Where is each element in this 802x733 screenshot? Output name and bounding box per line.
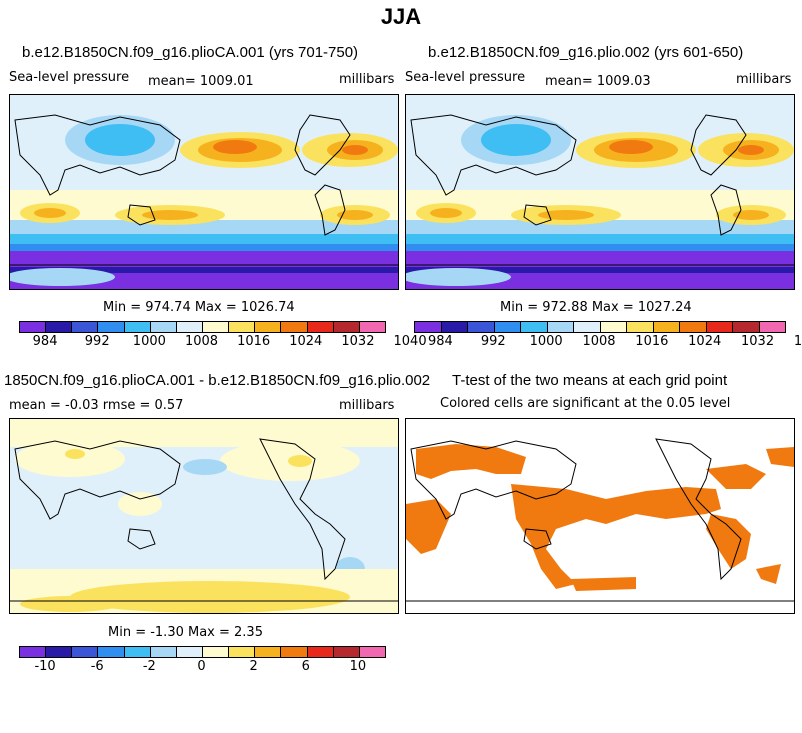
panel3-map (9, 418, 399, 614)
colorbar-swatch (653, 322, 680, 332)
colorbar-swatch (176, 647, 203, 657)
colorbar-swatch (359, 322, 385, 332)
colorbar-swatch (202, 322, 230, 332)
colorbar-swatch (124, 647, 151, 657)
panel3-units: millibars (339, 398, 395, 413)
colorbar-swatch (627, 322, 654, 332)
panel2-title: b.e12.B1850CN.f09_g16.plio.002 (yrs 601-… (428, 44, 744, 61)
colorbar-tick-label: -6 (90, 659, 104, 674)
panel4-map-svg (406, 419, 794, 613)
colorbar-swatch (255, 647, 282, 657)
colorbar-swatch (281, 322, 308, 332)
panel2-minmax: Min = 972.88 Max = 1027.24 (500, 300, 692, 315)
colorbar-swatch (72, 647, 99, 657)
figure-title: JJA (380, 4, 422, 29)
panel3-minmax: Min = -1.30 Max = 2.35 (108, 625, 263, 640)
colorbar-swatch (255, 322, 282, 332)
colorbar-swatch (20, 322, 47, 332)
panel2-mean: mean= 1009.03 (545, 74, 651, 89)
colorbar-swatch (415, 322, 442, 332)
colorbar-swatch (202, 647, 230, 657)
colorbar-swatch (20, 647, 47, 657)
colorbar-tick-label: 1008 (582, 334, 616, 349)
colorbar-tick-label: 6 (301, 659, 310, 674)
colorbar-swatch (150, 322, 177, 332)
colorbar-tick-label: 1000 (132, 334, 166, 349)
colorbar-swatch (733, 322, 760, 332)
panel2-map (405, 94, 795, 290)
panel3-colorbar (19, 646, 386, 658)
colorbar-swatch (706, 322, 733, 332)
panel2-map-svg (406, 95, 794, 289)
colorbar-tick-label: 1016 (635, 334, 669, 349)
colorbar-swatch (124, 322, 151, 332)
panel3-title: 1850CN.f09_g16.plioCA.001 - b.e12.B1850C… (4, 372, 431, 389)
colorbar-tick-label: 1024 (289, 334, 323, 349)
colorbar-swatch (307, 322, 334, 332)
colorbar-swatch (229, 647, 256, 657)
colorbar-tick-label: -2 (142, 659, 156, 674)
colorbar-swatch (176, 322, 203, 332)
colorbar-swatch (307, 647, 334, 657)
colorbar-tick-label: 0 (197, 659, 206, 674)
panel1-units: millibars (339, 72, 395, 87)
colorbar-tick-label: -10 (34, 659, 56, 674)
panel1-field-label: Sea-level pressure (9, 70, 130, 85)
colorbar-swatch (359, 647, 385, 657)
panel2-field-label: Sea-level pressure (405, 70, 526, 85)
colorbar-swatch (46, 322, 73, 332)
panel1-mean: mean= 1009.01 (148, 74, 254, 89)
panel1-minmax: Min = 974.74 Max = 1026.74 (103, 300, 295, 315)
panel1-colorbar (19, 321, 386, 333)
colorbar-swatch (441, 322, 468, 332)
colorbar-tick-label: 1032 (341, 334, 375, 349)
panel4-map (405, 418, 795, 614)
colorbar-tick-label: 992 (480, 334, 506, 349)
colorbar-swatch (150, 647, 177, 657)
colorbar-swatch (98, 647, 125, 657)
colorbar-swatch (229, 322, 256, 332)
panel4-subtitle: Colored cells are significant at the 0.0… (440, 396, 731, 411)
colorbar-swatch (468, 322, 495, 332)
colorbar-swatch (759, 322, 785, 332)
colorbar-tick-label: 992 (84, 334, 110, 349)
colorbar-tick-label: 1024 (688, 334, 722, 349)
colorbar-tick-label: 1032 (741, 334, 775, 349)
panel1-map (9, 94, 399, 290)
panel2-colorbar (414, 321, 786, 333)
colorbar-swatch (494, 322, 521, 332)
panel1-title: b.e12.B1850CN.f09_g16.plioCA.001 (yrs 70… (22, 44, 359, 61)
colorbar-swatch (547, 322, 574, 332)
colorbar-swatch (281, 647, 308, 657)
colorbar-swatch (521, 322, 548, 332)
colorbar-tick-label: 1040 (393, 334, 427, 349)
colorbar-tick-label: 10 (349, 659, 367, 674)
panel4-title: T-test of the two means at each grid poi… (452, 372, 728, 389)
colorbar-tick-label: 1008 (184, 334, 219, 349)
colorbar-swatch (72, 322, 99, 332)
colorbar-swatch (333, 322, 360, 332)
colorbar-swatch (98, 322, 125, 332)
panel2-units: millibars (736, 72, 792, 87)
colorbar-tick-label: 2 (249, 659, 258, 674)
colorbar-swatch (574, 322, 601, 332)
colorbar-tick-label: 1000 (529, 334, 563, 349)
panel3-map-svg (10, 419, 398, 613)
colorbar-tick-label: 1040 (793, 334, 802, 349)
panel3-stats: mean = -0.03 rmse = 0.57 (9, 398, 184, 413)
colorbar-swatch (333, 647, 360, 657)
colorbar-swatch (600, 322, 627, 332)
colorbar-swatch (680, 322, 707, 332)
colorbar-swatch (46, 647, 73, 657)
colorbar-tick-label: 984 (32, 334, 58, 349)
panel1-map-svg (10, 95, 398, 289)
colorbar-tick-label: 1016 (237, 334, 271, 349)
colorbar-tick-label: 984 (428, 334, 453, 349)
